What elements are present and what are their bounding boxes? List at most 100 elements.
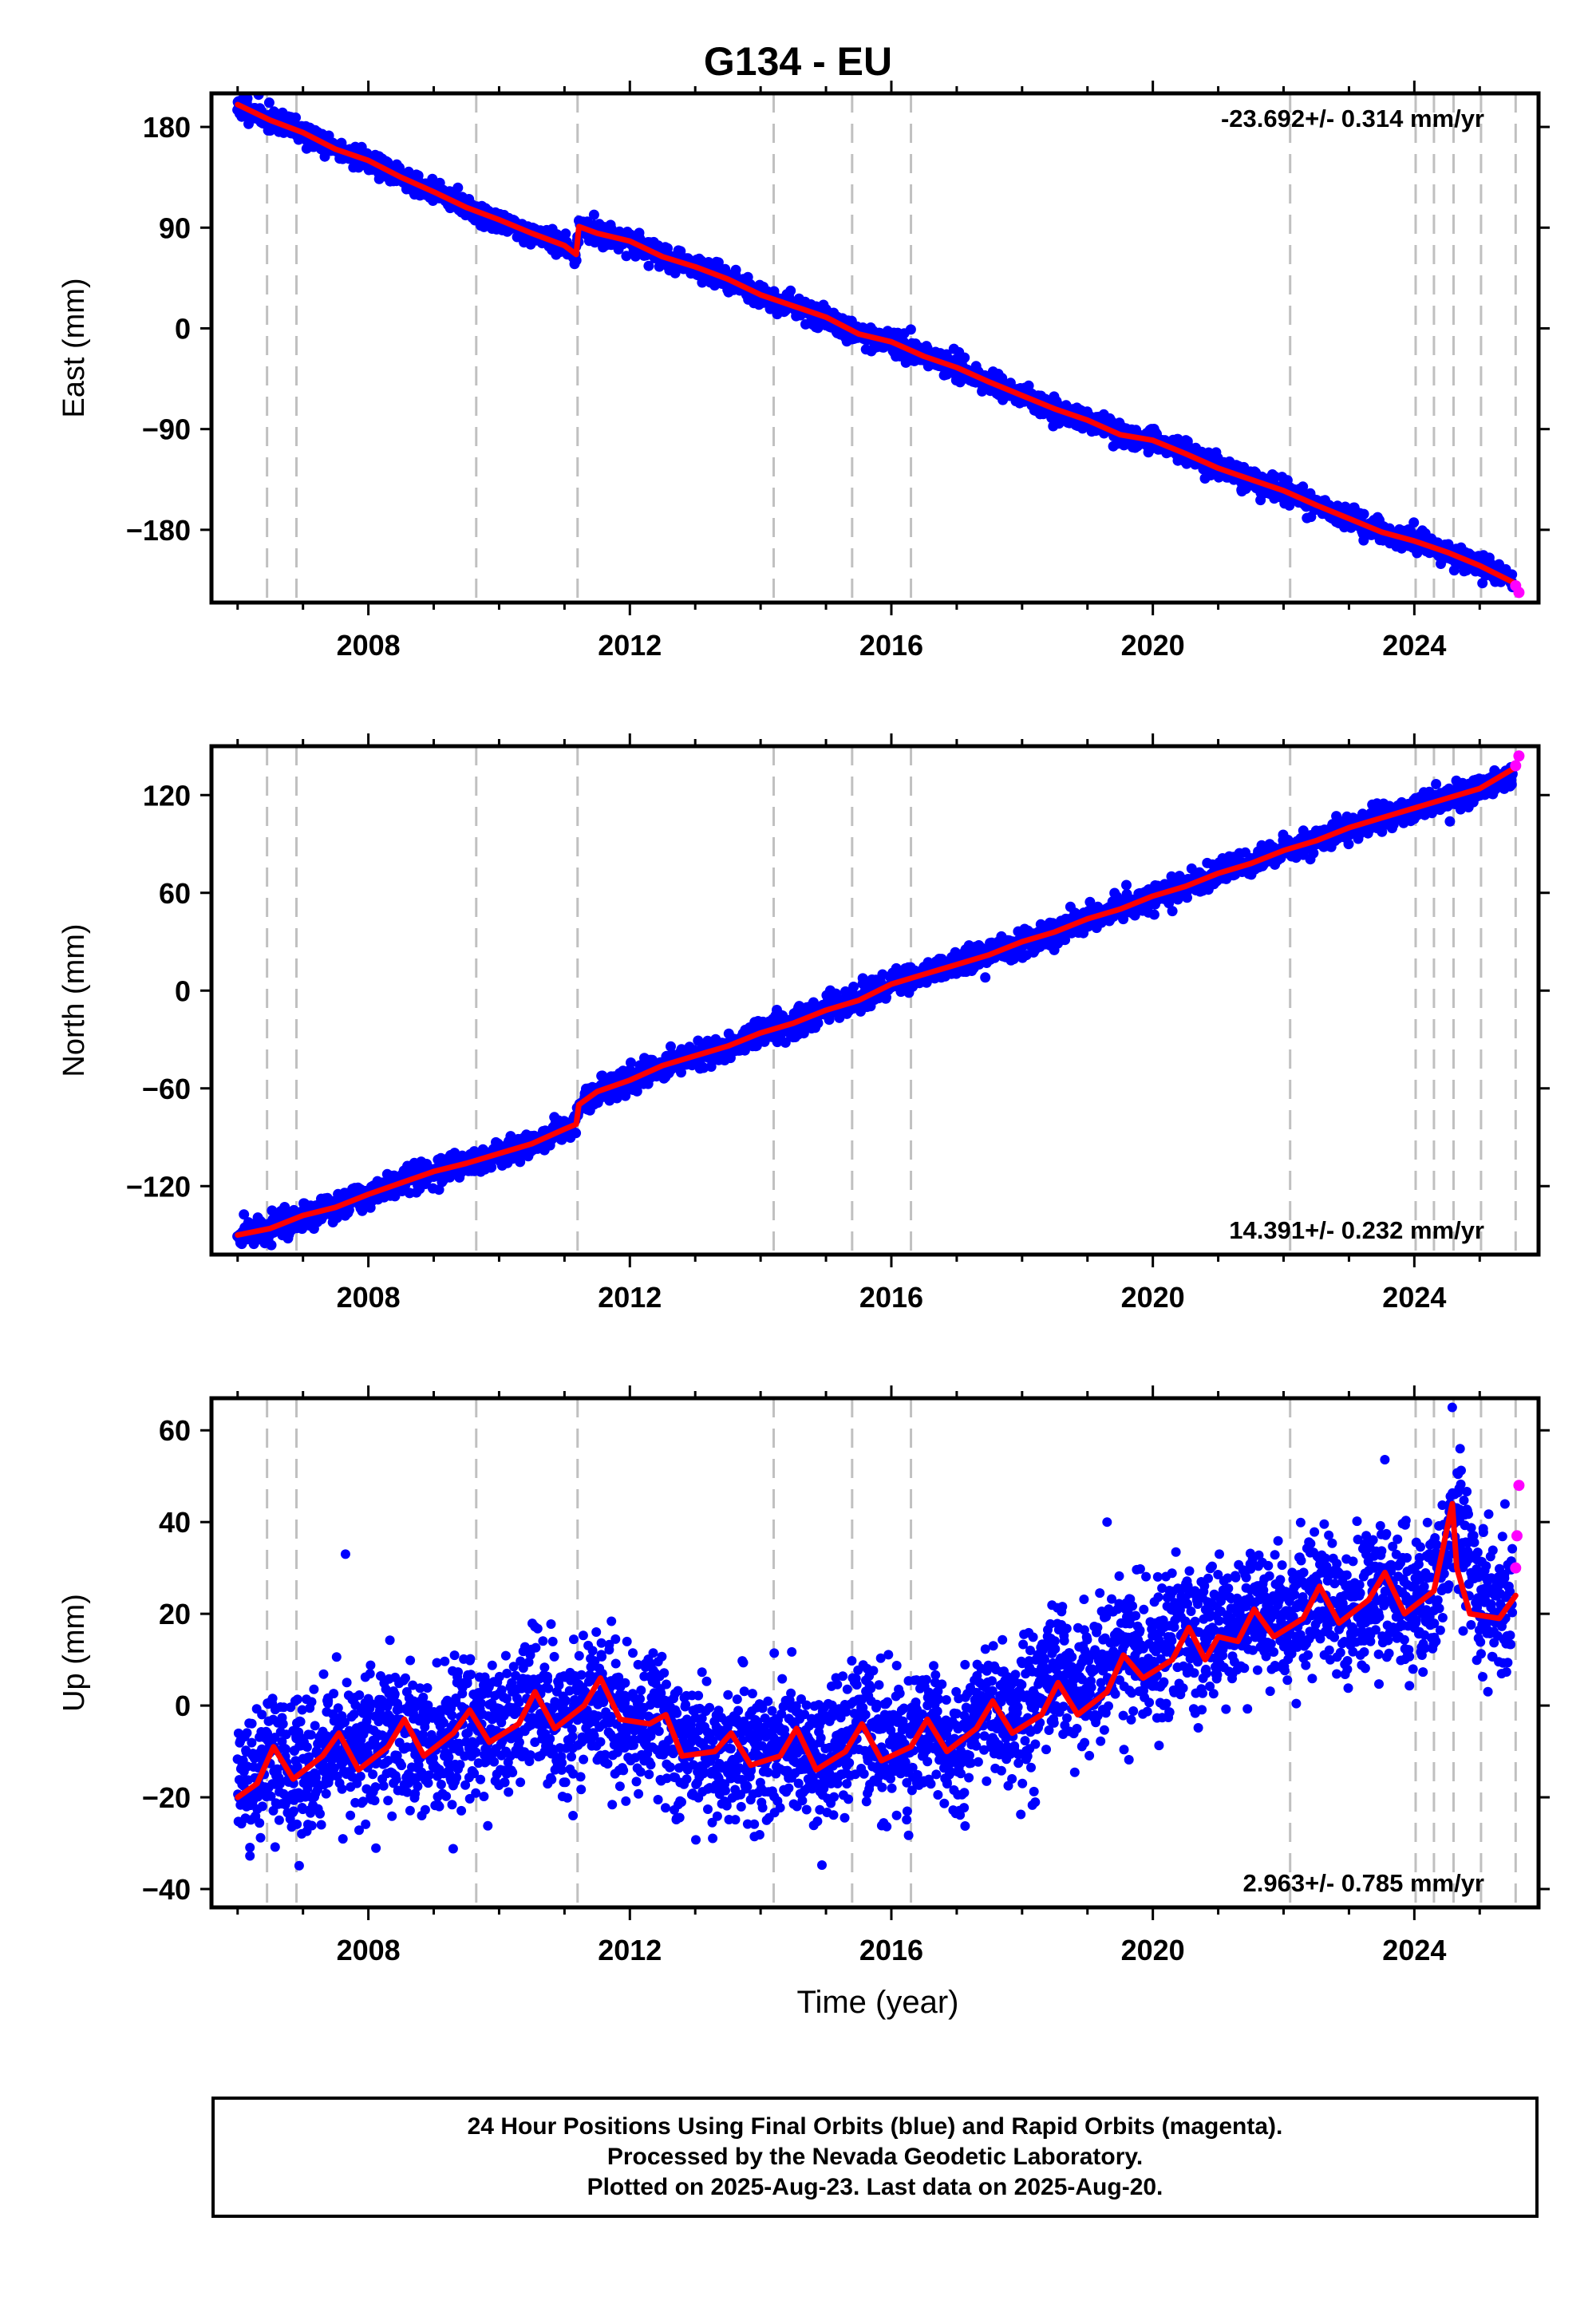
east-y-tick-label: 0 bbox=[175, 312, 191, 345]
east-final-point bbox=[730, 264, 741, 275]
east-final-point bbox=[242, 93, 253, 104]
east-final-point bbox=[621, 251, 632, 262]
north-x-tick-label: 2020 bbox=[1121, 1281, 1185, 1314]
up-final-point bbox=[274, 1815, 284, 1825]
east-x-tick-label: 2024 bbox=[1382, 629, 1446, 662]
up-final-point bbox=[270, 1842, 280, 1852]
east-rapid-point bbox=[1513, 587, 1525, 599]
east-plot-frame bbox=[209, 91, 1541, 605]
north-final-point bbox=[239, 1209, 250, 1220]
east-final-point bbox=[643, 260, 654, 271]
east-x-tick-label: 2016 bbox=[859, 629, 923, 662]
north-final-point bbox=[1167, 906, 1178, 917]
east-panel: 180 90 0 −90 −180 2008 2012 2016 2020 2024 East (m… bbox=[57, 81, 1550, 662]
north-x-tick-label: 2024 bbox=[1382, 1281, 1446, 1314]
up-final-point bbox=[245, 1843, 255, 1852]
east-final-point bbox=[588, 209, 599, 220]
north-final-point bbox=[1308, 848, 1319, 859]
north-final-point bbox=[666, 1041, 676, 1052]
up-final-point bbox=[247, 1718, 257, 1729]
east-final-point bbox=[263, 97, 275, 109]
east-final-point bbox=[1358, 508, 1369, 520]
up-final-point bbox=[275, 1777, 286, 1787]
north-y-tick-label: 120 bbox=[143, 779, 191, 812]
north-y-axis-label: North (mm) bbox=[57, 923, 91, 1077]
east-final-point bbox=[290, 112, 301, 123]
north-rapid-point bbox=[1510, 760, 1522, 772]
north-model-fit-line bbox=[235, 765, 1519, 1238]
north-final-point bbox=[780, 1037, 791, 1048]
north-final-point bbox=[1148, 909, 1159, 920]
east-final-point bbox=[1053, 418, 1065, 429]
east-rate-label: -23.692+/- 0.314 mm/yr bbox=[1221, 105, 1484, 132]
up-final-point bbox=[267, 1694, 278, 1704]
up-final-point bbox=[255, 1818, 265, 1828]
north-final-point bbox=[1182, 892, 1192, 903]
north-final-point bbox=[1506, 779, 1517, 790]
north-final-point bbox=[1186, 863, 1197, 874]
north-panel: 120 60 0 −60 −120 2008 2012 2016 2020 2024 North (… bbox=[57, 733, 1550, 1314]
north-final-point bbox=[1431, 779, 1442, 789]
north-final-point bbox=[980, 972, 991, 983]
east-model-fit-line bbox=[235, 101, 1519, 587]
east-y-axis-label: East (mm) bbox=[57, 278, 91, 417]
east-y-tick-label: 90 bbox=[159, 211, 191, 244]
east-final-point bbox=[1298, 481, 1309, 492]
up-final-point bbox=[268, 1805, 279, 1816]
north-final-point bbox=[1377, 826, 1388, 837]
east-final-point bbox=[452, 182, 464, 193]
north-final-point bbox=[1118, 914, 1129, 925]
up-final-point bbox=[255, 1832, 266, 1843]
up-final-point bbox=[257, 1709, 267, 1720]
east-y-tick-label: 180 bbox=[143, 111, 191, 144]
north-final-point bbox=[693, 1035, 704, 1046]
north-rapid-point bbox=[1513, 750, 1525, 762]
north-y-tick-label: −60 bbox=[142, 1073, 191, 1105]
east-data-points bbox=[232, 93, 1525, 599]
east-final-point bbox=[959, 352, 970, 363]
up-final-point bbox=[272, 1764, 282, 1774]
north-x-tick-label: 2008 bbox=[337, 1281, 401, 1314]
north-final-point bbox=[1121, 879, 1132, 891]
north-final-point bbox=[486, 1162, 497, 1172]
north-y-tick-label: 60 bbox=[159, 877, 191, 910]
east-final-point bbox=[560, 228, 571, 239]
east-final-point bbox=[713, 257, 724, 268]
north-final-point bbox=[1084, 896, 1096, 907]
up-final-point bbox=[242, 1728, 252, 1738]
north-plot-frame bbox=[209, 744, 1541, 1257]
north-rate-label: 14.391+/- 0.232 mm/yr bbox=[1229, 1216, 1484, 1244]
up-final-point bbox=[247, 1737, 257, 1748]
north-final-point bbox=[266, 1239, 277, 1251]
east-x-tick-label: 2020 bbox=[1121, 629, 1185, 662]
north-y-tick-label: 0 bbox=[175, 974, 191, 1007]
east-final-point bbox=[1507, 569, 1518, 580]
north-final-point bbox=[848, 982, 859, 992]
east-x-tick-label: 2008 bbox=[337, 629, 401, 662]
up-final-point bbox=[263, 1728, 272, 1738]
east-y-tick-label: −90 bbox=[142, 413, 191, 446]
up-final-point bbox=[266, 1791, 276, 1801]
east-final-point bbox=[571, 255, 582, 266]
north-data-points bbox=[232, 750, 1525, 1251]
up-final-point bbox=[245, 1851, 255, 1861]
up-final-point bbox=[257, 1801, 267, 1812]
north-x-tick-label: 2012 bbox=[598, 1281, 662, 1314]
up-data-points bbox=[232, 1402, 1525, 1871]
north-final-point bbox=[626, 1057, 636, 1068]
east-final-point bbox=[905, 324, 916, 335]
north-final-point bbox=[1343, 839, 1354, 850]
north-final-point bbox=[571, 1128, 582, 1139]
north-final-point bbox=[705, 1061, 717, 1072]
east-final-point bbox=[785, 285, 796, 296]
north-final-point bbox=[1444, 816, 1456, 827]
north-x-tick-label: 2016 bbox=[859, 1281, 923, 1314]
north-y-tick-label: −120 bbox=[126, 1170, 191, 1203]
plots-canvas: 180 90 0 −90 −180 2008 2012 2016 2020 2024 East (m… bbox=[57, 81, 1550, 2020]
east-x-tick-label: 2012 bbox=[598, 629, 662, 662]
east-y-tick-label: −180 bbox=[126, 514, 191, 547]
north-final-point bbox=[812, 1018, 824, 1029]
east-final-point bbox=[1408, 517, 1420, 528]
chart-title: G134 - EU bbox=[703, 39, 893, 84]
